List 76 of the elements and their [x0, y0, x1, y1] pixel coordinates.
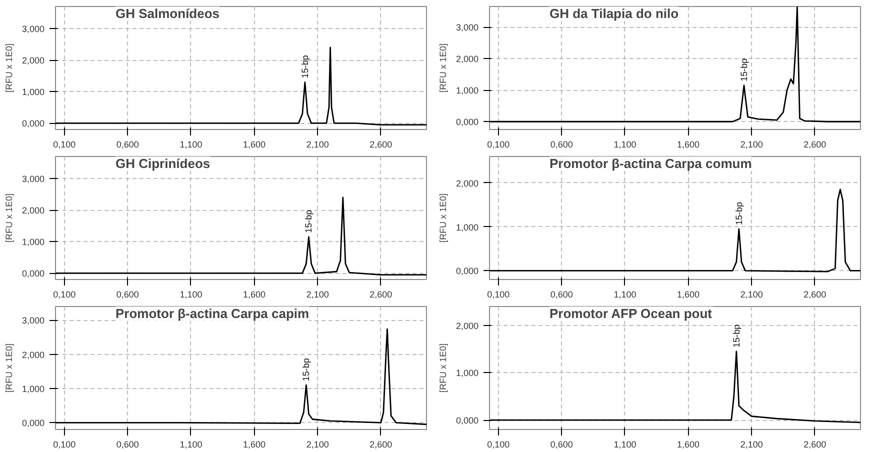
- x-tick-label: 1,600: [243, 440, 266, 450]
- x-tick-label: 1,600: [677, 290, 700, 300]
- x-tick-label: 0,600: [550, 440, 573, 450]
- chart-title: GH Salmonídeos: [116, 6, 220, 21]
- y-axis-title: [RFU x 1E0]: [438, 43, 448, 93]
- x-tick-label: 0,600: [550, 290, 573, 300]
- y-tick-label: 2,000: [22, 206, 45, 216]
- y-tick-label: 0,000: [456, 266, 479, 276]
- chart-title: Promotor AFP Ocean pout: [550, 306, 713, 321]
- chart-title: GH da Tilapia do nilo: [550, 6, 679, 21]
- y-tick-label: 0,000: [22, 118, 45, 129]
- x-tick-label: 0,100: [487, 140, 510, 150]
- y-tick-label: 1,000: [456, 86, 479, 96]
- x-tick-label: 0,100: [53, 140, 76, 150]
- x-tick-label: 1,100: [180, 290, 202, 300]
- annotation: 15-bp: [734, 202, 744, 225]
- x-tick-label: 0,100: [487, 290, 510, 300]
- chart-title: GH Ciprinídeos: [116, 156, 210, 171]
- y-tick-label: 0,000: [22, 268, 45, 279]
- x-tick-label: 1,100: [614, 290, 636, 300]
- x-tick-label: 0,600: [116, 290, 139, 300]
- y-tick-label: 0,000: [22, 418, 45, 428]
- x-tick-label: 0,600: [116, 440, 139, 450]
- y-tick-label: 2,000: [456, 54, 479, 64]
- y-tick-label: 1,000: [22, 237, 45, 248]
- x-tick-label: 1,100: [180, 140, 202, 150]
- x-tick-label: 1,100: [614, 440, 636, 450]
- y-tick-label: 0,000: [456, 416, 479, 426]
- y-axis-title: [RFU x 1E0]: [438, 343, 448, 393]
- x-tick-label: 0,600: [116, 140, 139, 150]
- y-tick-label: 3,000: [22, 174, 45, 184]
- chart-title: Promotor β-actina Carpa capim: [116, 306, 310, 321]
- annotation: 15-bp: [304, 210, 314, 233]
- x-tick-label: 2,600: [804, 140, 826, 150]
- y-tick-label: 0,000: [456, 117, 479, 128]
- y-tick-label: 1,000: [22, 384, 45, 394]
- x-tick-label: 0,100: [53, 440, 76, 450]
- x-tick-label: 1,600: [243, 290, 266, 300]
- x-tick-label: 2,100: [306, 140, 329, 150]
- x-tick-label: 1,600: [243, 140, 266, 150]
- x-tick-label: 0,100: [53, 290, 76, 300]
- x-tick-label: 1,600: [677, 440, 700, 450]
- y-tick-label: 3,000: [456, 22, 479, 32]
- annotation: 15-bp: [739, 58, 750, 82]
- y-axis-title: [RFU x 1E0]: [4, 193, 14, 243]
- x-tick-label: 2,600: [370, 140, 392, 150]
- x-tick-label: 2,600: [804, 290, 826, 300]
- y-tick-label: 2,000: [22, 350, 45, 360]
- x-tick-label: 1,100: [614, 140, 636, 150]
- x-tick-label: 1,600: [677, 140, 700, 150]
- x-tick-label: 2,100: [306, 290, 329, 300]
- y-tick-label: 2,000: [456, 178, 479, 188]
- y-tick-label: 3,000: [22, 316, 45, 326]
- x-tick-label: 0,600: [550, 140, 573, 150]
- y-tick-label: 1,000: [456, 222, 479, 232]
- y-axis-title: [RFU x 1E0]: [438, 193, 448, 243]
- chart-title: Promotor β-actina Carpa comum: [550, 156, 752, 171]
- x-tick-label: 1,100: [180, 440, 202, 450]
- annotation: 15-bp: [300, 55, 310, 78]
- y-tick-label: 2,000: [22, 56, 45, 66]
- y-axis-title: [RFU x 1E0]: [4, 343, 14, 393]
- x-tick-label: 2,600: [804, 440, 826, 450]
- x-tick-label: 2,100: [740, 140, 763, 150]
- x-tick-label: 2,100: [740, 290, 763, 300]
- y-tick-label: 1,000: [456, 368, 479, 378]
- y-tick-label: 2,000: [456, 320, 479, 331]
- y-tick-label: 1,000: [22, 87, 45, 98]
- x-tick-label: 2,100: [740, 440, 763, 450]
- annotation: 15-bp: [301, 358, 312, 382]
- x-tick-label: 2,100: [306, 440, 329, 450]
- x-tick-label: 2,600: [370, 290, 392, 300]
- y-axis-title: [RFU x 1E0]: [4, 43, 14, 93]
- x-tick-label: 0,100: [487, 440, 510, 450]
- y-tick-label: 3,000: [22, 24, 45, 34]
- x-tick-label: 2,600: [370, 440, 392, 450]
- annotation: 15-bp: [731, 324, 742, 348]
